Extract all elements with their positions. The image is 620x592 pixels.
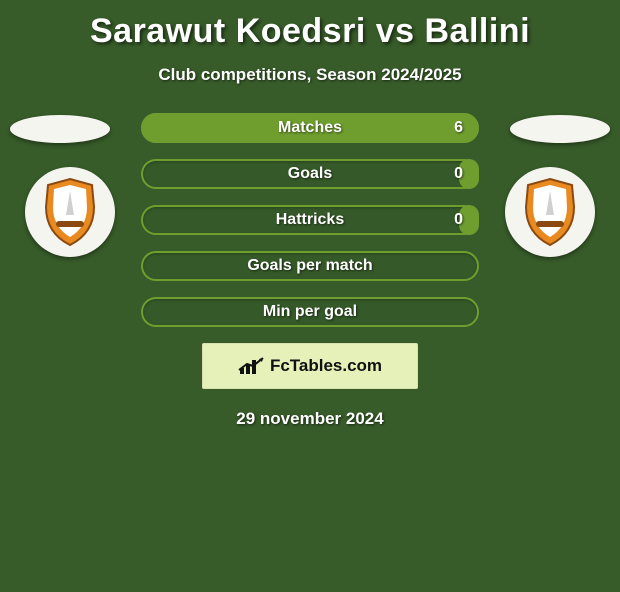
stat-value-right: 0	[454, 211, 463, 229]
brand-text: FcTables.com	[270, 356, 382, 376]
player-portrait-left	[10, 115, 110, 143]
stat-value-right: 0	[454, 165, 463, 183]
shield-icon	[522, 177, 578, 247]
shield-icon	[42, 177, 98, 247]
stat-label: Goals per match	[247, 257, 372, 275]
date-line: 29 november 2024	[0, 409, 620, 429]
stat-row: Matches 6	[141, 113, 479, 143]
stat-label: Hattricks	[276, 211, 344, 229]
stat-row: Goals 0	[141, 159, 479, 189]
stat-value-right: 6	[454, 119, 463, 137]
page-subtitle: Club competitions, Season 2024/2025	[0, 65, 620, 85]
club-badge-left	[25, 167, 115, 257]
brand-box[interactable]: FcTables.com	[202, 343, 418, 389]
bar-chart-icon	[238, 356, 266, 376]
stat-row: Goals per match	[141, 251, 479, 281]
player-portrait-right	[510, 115, 610, 143]
stat-rows: Matches 6 Goals 0 Hattricks 0 Goals per match M…	[141, 113, 479, 327]
stat-row: Hattricks 0	[141, 205, 479, 235]
stat-row: Min per goal	[141, 297, 479, 327]
content-area: Matches 6 Goals 0 Hattricks 0 Goals per match M…	[0, 113, 620, 429]
stat-label: Goals	[288, 165, 332, 183]
page-title: Sarawut Koedsri vs Ballini	[0, 12, 620, 51]
club-badge-right	[505, 167, 595, 257]
stat-label: Min per goal	[263, 303, 357, 321]
stat-label: Matches	[278, 119, 342, 137]
